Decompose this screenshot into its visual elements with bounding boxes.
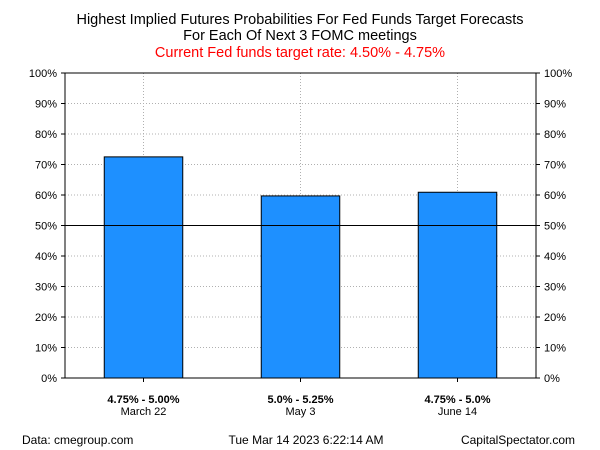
x-label-date-1: May 3 — [286, 406, 316, 418]
y-tick-label-left-7: 70% — [35, 160, 57, 172]
y-tick-label-right-2: 20% — [544, 312, 566, 324]
y-tick-label-left-9: 90% — [35, 99, 57, 111]
y-tick-label-right-4: 40% — [544, 251, 566, 263]
y-tick-label-right-9: 90% — [544, 99, 566, 111]
x-label-range-0: 4.75% - 5.00% — [107, 394, 179, 406]
y-tick-label-left-4: 40% — [35, 251, 57, 263]
y-tick-label-right-10: 100% — [544, 68, 572, 80]
y-tick-label-left-8: 80% — [35, 129, 57, 141]
bar-2 — [417, 191, 498, 379]
bar-1 — [260, 195, 341, 379]
y-tick-label-left-10: 100% — [29, 68, 57, 80]
chart-subtitle: Current Fed funds target rate: 4.50% - 4… — [155, 45, 445, 61]
bar-0 — [103, 156, 184, 379]
chart-title-line-1: Highest Implied Futures Probabilities Fo… — [76, 12, 523, 28]
footer-site: CapitalSpectator.com — [461, 433, 575, 447]
y-tick-label-left-3: 30% — [35, 282, 57, 294]
y-axis-left: 0% 10% 20% 30% 40% 50% 60% 70% 80% 90% 100% — [29, 68, 65, 385]
y-tick-label-left-5: 50% — [35, 221, 57, 233]
bars — [103, 156, 498, 379]
y-tick-label-right-1: 10% — [544, 343, 566, 355]
y-tick-label-right-5: 50% — [544, 221, 566, 233]
y-tick-label-right-3: 30% — [544, 282, 566, 294]
y-tick-label-left-1: 10% — [35, 343, 57, 355]
y-tick-label-right-8: 80% — [544, 129, 566, 141]
chart-title-line-2: For Each Of Next 3 FOMC meetings — [183, 28, 417, 44]
y-tick-label-right-6: 60% — [544, 190, 566, 202]
x-label-range-1: 5.0% - 5.25% — [267, 394, 333, 406]
x-label-range-2: 4.75% - 5.0% — [424, 394, 490, 406]
x-axis-labels: 4.75% - 5.00%March 22 5.0% - 5.25%May 3 4.… — [107, 378, 491, 418]
x-label-date-0: March 22 — [121, 406, 167, 418]
footer-source: Data: cmegroup.com — [22, 433, 133, 447]
y-tick-label-left-0: 0% — [41, 373, 57, 385]
y-tick-label-left-2: 20% — [35, 312, 57, 324]
y-tick-label-left-6: 60% — [35, 190, 57, 202]
y-axis-right: 0% 10% 20% 30% 40% 50% 60% 70% 80% 90% 100% — [536, 68, 572, 385]
x-label-date-2: June 14 — [438, 406, 477, 418]
footer-timestamp: Tue Mar 14 2023 6:22:14 AM — [229, 433, 384, 447]
y-tick-label-right-0: 0% — [544, 373, 560, 385]
y-tick-label-right-7: 70% — [544, 160, 566, 172]
